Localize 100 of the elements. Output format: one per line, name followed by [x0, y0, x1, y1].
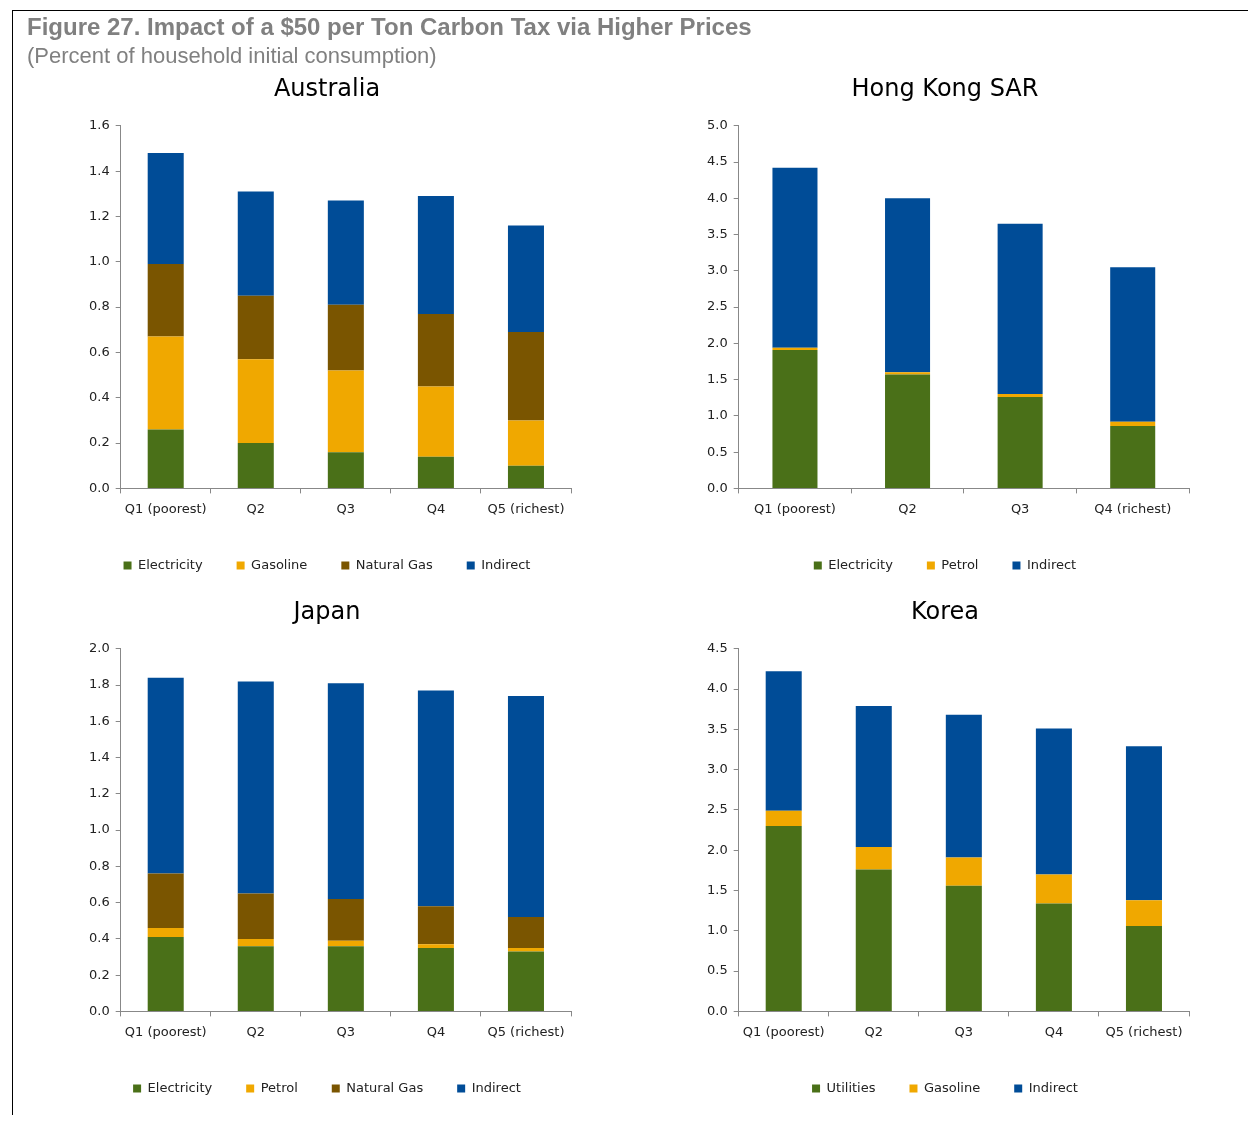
bar — [507, 951, 544, 1011]
x-tick-label: Q5 (richest) — [487, 1023, 565, 1039]
y-tick-label: 1.6 — [88, 712, 110, 728]
bar — [417, 456, 454, 488]
bar — [885, 374, 931, 488]
y-tick-label: 0.8 — [88, 298, 110, 314]
y-tick-label: 4.5 — [706, 640, 728, 656]
x-tick-label: Q4 (richest) — [1094, 500, 1172, 516]
bar — [327, 200, 364, 305]
bar — [765, 826, 802, 1011]
bar — [855, 706, 892, 848]
bar — [855, 847, 892, 870]
x-tick-label: Q1 (poorest) — [124, 500, 207, 516]
y-tick-label: 0.6 — [88, 893, 110, 909]
x-tick-label: Q4 — [1044, 1023, 1064, 1039]
bar — [772, 347, 818, 350]
legend-label: Petrol — [941, 556, 979, 572]
legend-label: Indirect — [1028, 1079, 1078, 1095]
x-tick-label: Q2 — [898, 500, 917, 516]
y-tick-label: 1.2 — [88, 785, 110, 801]
bar — [327, 452, 364, 488]
y-tick-label: 0.5 — [706, 443, 728, 459]
legend-label: Gasoline — [251, 556, 308, 572]
legend-label: Indirect — [481, 556, 531, 572]
x-tick-label: Q1 (poorest) — [754, 500, 836, 516]
legend-label: Natural Gas — [355, 556, 433, 572]
bar — [1110, 421, 1156, 427]
y-tick-label: 1.4 — [88, 162, 110, 178]
y-tick-label: 0.5 — [706, 962, 728, 978]
bar — [885, 372, 931, 375]
bar — [1110, 267, 1156, 422]
x-tick-label: Q3 — [1010, 500, 1030, 516]
x-tick-label: Q4 — [426, 1023, 446, 1039]
bar — [945, 714, 982, 858]
bar — [772, 167, 818, 348]
x-tick-label: Q2 — [864, 1023, 884, 1039]
x-tick-label: Q1 (poorest) — [124, 1023, 207, 1039]
y-tick-label: 4.5 — [706, 153, 728, 169]
bar — [147, 873, 184, 928]
y-tick-label: 0.4 — [88, 930, 110, 946]
y-tick-label: 5.0 — [706, 117, 728, 133]
bar — [147, 336, 184, 430]
x-tick-label: Q4 — [426, 500, 446, 516]
bar — [1035, 874, 1072, 904]
bar — [507, 332, 544, 421]
bar — [147, 677, 184, 874]
bar — [237, 359, 274, 444]
bar — [237, 893, 274, 939]
y-tick-label: 4.0 — [706, 189, 728, 205]
bar — [327, 940, 364, 947]
bar — [417, 906, 454, 945]
x-tick-label: Q3 — [336, 500, 356, 516]
bar — [147, 928, 184, 938]
y-tick-label: 1.8 — [88, 676, 110, 692]
y-tick-label: 0.2 — [88, 966, 110, 982]
y-tick-label: 0.2 — [88, 434, 110, 450]
bar — [1035, 728, 1072, 875]
bar — [945, 857, 982, 886]
y-tick-label: 1.0 — [88, 253, 110, 269]
y-tick-label: 0.0 — [88, 479, 110, 495]
bar — [327, 946, 364, 1011]
y-tick-label: 0.8 — [88, 857, 110, 873]
bar — [237, 681, 274, 894]
y-tick-label: 0.0 — [706, 479, 728, 495]
bar — [507, 465, 544, 488]
bar — [507, 917, 544, 948]
bar — [417, 196, 454, 314]
legend-label: Petrol — [260, 1079, 298, 1095]
bar — [507, 695, 544, 918]
y-tick-label: 0.0 — [88, 1002, 110, 1018]
chart-title: Japan — [291, 596, 361, 625]
y-tick-label: 1.0 — [88, 821, 110, 837]
bar — [507, 420, 544, 466]
y-tick-label: 1.5 — [706, 881, 728, 897]
y-tick-label: 1.4 — [88, 748, 110, 764]
bar — [237, 938, 274, 947]
bar — [147, 429, 184, 488]
bar — [237, 443, 274, 488]
bar — [945, 885, 982, 1011]
y-tick-label: 2.0 — [88, 640, 110, 656]
bar — [327, 898, 364, 941]
bar — [147, 937, 184, 1011]
bar — [997, 397, 1043, 488]
y-tick-label: 3.5 — [706, 225, 728, 241]
y-tick-label: 0.4 — [88, 389, 110, 405]
bar — [237, 946, 274, 1011]
bar — [1035, 903, 1072, 1011]
y-tick-label: 3.0 — [706, 262, 728, 278]
y-tick-label: 4.0 — [706, 680, 728, 696]
x-tick-label: Q3 — [336, 1023, 356, 1039]
chart-title: Australia — [273, 73, 381, 102]
y-tick-label: 2.0 — [706, 334, 728, 350]
bar — [855, 869, 892, 1011]
bar — [147, 153, 184, 265]
bar — [1125, 900, 1162, 926]
y-tick-label: 3.5 — [706, 720, 728, 736]
text: Figure 27. Impact of a $50 per Ton Carbon Tax via Higher Prices — [27, 13, 753, 41]
bar — [147, 264, 184, 337]
chart-title: Hong Kong SAR — [851, 73, 1039, 102]
y-tick-label: 1.0 — [706, 407, 728, 423]
